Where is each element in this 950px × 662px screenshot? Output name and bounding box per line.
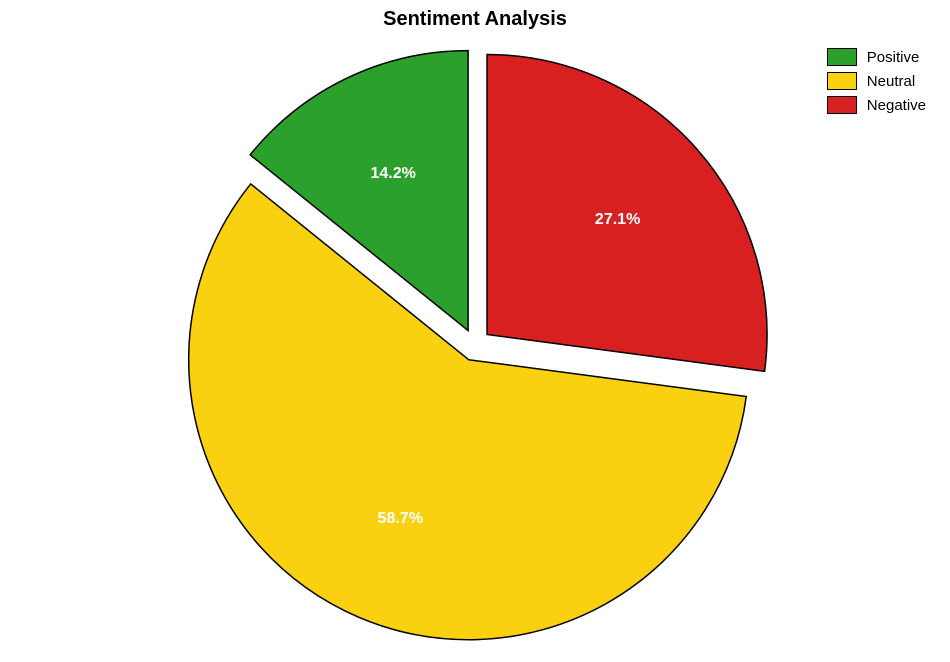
legend-item-positive: Positive [827, 48, 926, 66]
legend-swatch [827, 72, 857, 90]
legend-label: Neutral [867, 73, 915, 90]
chart-title: Sentiment Analysis [0, 8, 950, 31]
slice-label-negative: 27.1% [595, 211, 640, 229]
legend-swatch [827, 96, 857, 114]
legend-item-neutral: Neutral [827, 72, 926, 90]
legend-label: Positive [867, 49, 920, 66]
pie-chart-container: { "chart": { "type": "pie", "title": "Se… [0, 0, 950, 662]
slice-label-neutral: 58.7% [378, 510, 423, 528]
legend-item-negative: Negative [827, 96, 926, 114]
pie-chart-svg [0, 40, 950, 650]
legend-label: Negative [867, 97, 926, 114]
slice-label-positive: 14.2% [371, 165, 416, 183]
legend-swatch [827, 48, 857, 66]
legend: Positive Neutral Negative [827, 48, 926, 120]
